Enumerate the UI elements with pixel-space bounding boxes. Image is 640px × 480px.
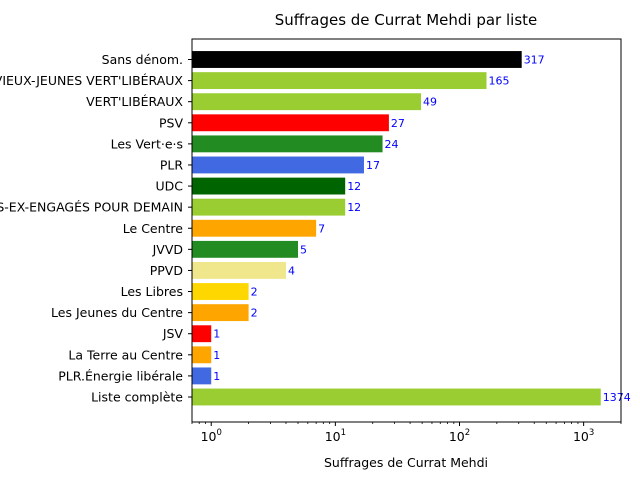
bar bbox=[192, 177, 346, 195]
bar bbox=[192, 156, 364, 174]
x-axis-label: Suffrages de Currat Mehdi bbox=[324, 455, 488, 470]
bar-value-label: 1 bbox=[213, 349, 220, 362]
bar-value-label: 12 bbox=[347, 180, 361, 193]
bar-value-label: 5 bbox=[300, 243, 307, 256]
bar bbox=[192, 72, 487, 90]
bar-value-label: 17 bbox=[366, 159, 380, 172]
bar bbox=[192, 262, 286, 279]
y-tick-label: PLR.Énergie libérale bbox=[58, 368, 183, 383]
x-tick-label: 102 bbox=[449, 428, 470, 444]
x-tick-label: 100 bbox=[201, 428, 222, 444]
y-axis-ticks: Sans dénom. LES VIEUX-JEUNES VERT'LIBÉRAU… bbox=[0, 52, 192, 405]
bar-value-label: 1374 bbox=[603, 391, 631, 404]
y-tick-label: Sans dénom. bbox=[102, 52, 183, 67]
y-tick-label: Liste complète bbox=[91, 390, 183, 405]
bar bbox=[192, 135, 383, 153]
bar-value-label: 49 bbox=[423, 96, 437, 109]
x-tick-label: 103 bbox=[573, 428, 594, 444]
bar-value-label: 2 bbox=[251, 286, 258, 299]
bar bbox=[192, 325, 212, 343]
plot-frame bbox=[191, 38, 622, 423]
bar bbox=[192, 240, 298, 258]
bar-value-label: 24 bbox=[385, 138, 399, 151]
bar bbox=[192, 388, 601, 406]
y-tick-label: LES VIEUX-JEUNES VERT'LIBÉRAUX bbox=[0, 73, 183, 88]
y-tick-label: Les Libres bbox=[121, 284, 183, 299]
bar-value-label: 7 bbox=[318, 222, 325, 235]
y-tick-label: LES JEUNES VERTS-EX-ENGAGÉS POUR DEMAIN bbox=[0, 200, 183, 215]
bar bbox=[192, 93, 422, 111]
y-tick-label: VERT'LIBÉRAUX bbox=[86, 94, 183, 109]
y-tick-label: Les Jeunes du Centre bbox=[51, 305, 183, 320]
bar bbox=[192, 51, 522, 68]
bar bbox=[192, 114, 389, 132]
y-tick-label: JVVD bbox=[152, 242, 183, 257]
bar-value-label: 12 bbox=[347, 201, 361, 214]
bar-value-label: 165 bbox=[488, 75, 509, 88]
bar bbox=[192, 283, 249, 300]
bar-value-label: 4 bbox=[288, 264, 295, 277]
bars-layer: 317 165 49 27 24 17 12 12 754 2 2 1 1 1 1374 bbox=[192, 51, 631, 406]
bar bbox=[192, 367, 212, 385]
x-axis-ticks: 100 101 102 103 bbox=[191, 422, 622, 444]
y-tick-label: PPVD bbox=[150, 263, 183, 278]
bar-value-label: 2 bbox=[251, 307, 258, 320]
y-tick-label: La Terre au Centre bbox=[68, 347, 183, 362]
bar bbox=[192, 198, 346, 216]
bar-value-label: 317 bbox=[524, 54, 545, 67]
y-tick-label: Les Vert·e·s bbox=[111, 136, 183, 151]
y-tick-label: Le Centre bbox=[123, 221, 184, 236]
bar-value-label: 1 bbox=[213, 370, 220, 383]
bar-value-label: 1 bbox=[213, 328, 220, 341]
bar bbox=[192, 346, 212, 364]
bar-value-label: 27 bbox=[391, 117, 405, 130]
bar bbox=[192, 304, 249, 322]
y-tick-label: PLR bbox=[160, 157, 184, 172]
y-tick-label: PSV bbox=[159, 115, 183, 130]
chart-title: Suffrages de Currat Mehdi par liste bbox=[275, 11, 538, 29]
y-tick-label: JSV bbox=[162, 326, 184, 341]
bar bbox=[192, 219, 317, 237]
y-tick-label: UDC bbox=[155, 179, 183, 194]
x-tick-label: 101 bbox=[325, 428, 346, 444]
